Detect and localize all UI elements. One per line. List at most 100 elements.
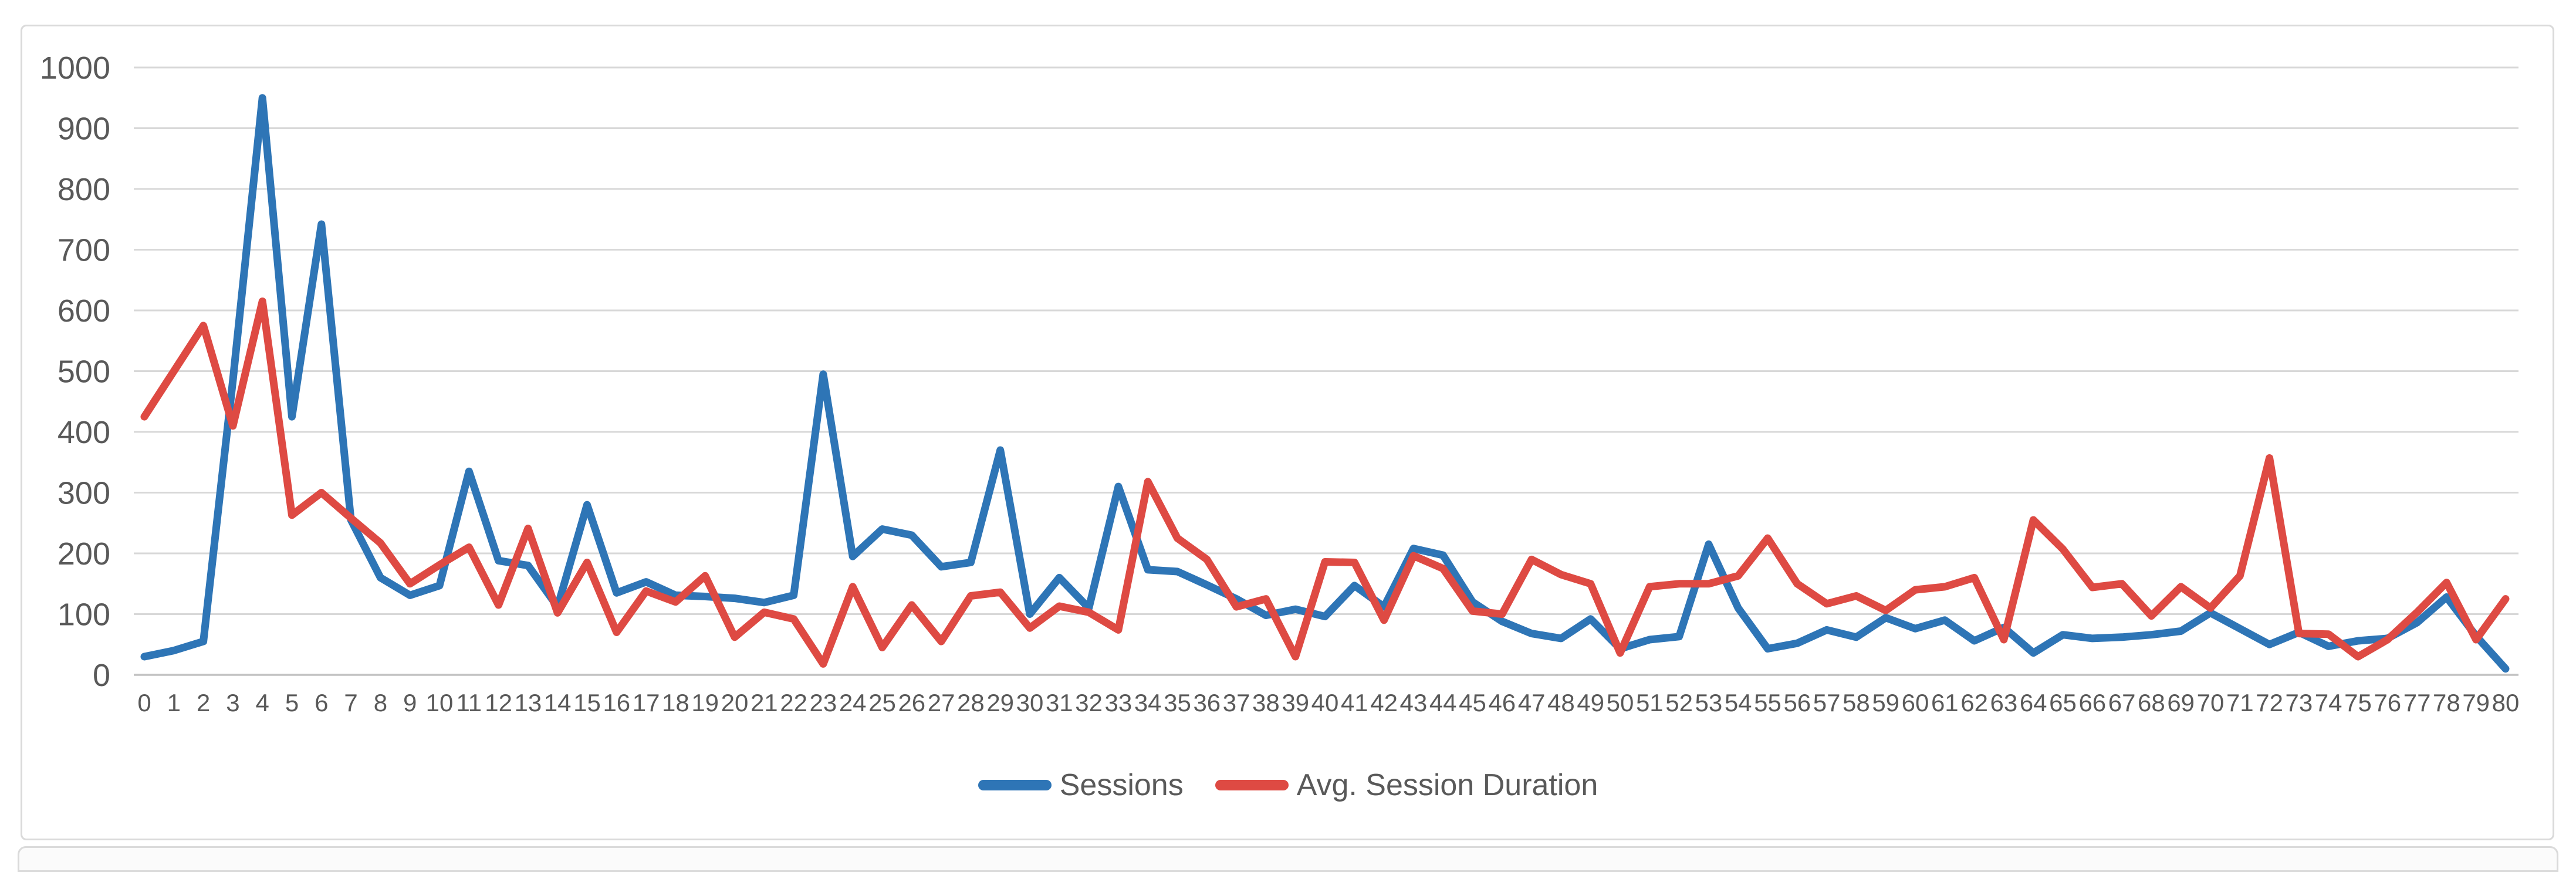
avg-session-duration-line[interactable] [140, 298, 2510, 668]
chart-legend: Sessions Avg. Session Duration [0, 765, 2576, 805]
x-tick-label: 66 [2078, 689, 2106, 716]
x-tick-label: 33 [1105, 689, 1133, 716]
y-tick-label: 0 [93, 658, 110, 693]
x-tick-label: 12 [485, 689, 512, 716]
x-tick-label: 26 [898, 689, 925, 716]
y-tick-label: 500 [58, 354, 110, 390]
x-tick-label: 41 [1341, 689, 1368, 716]
x-tick-label: 37 [1223, 689, 1250, 716]
x-tick-label: 59 [1872, 689, 1899, 716]
x-tick-label: 53 [1695, 689, 1723, 716]
x-tick-label: 43 [1400, 689, 1428, 716]
x-tick-label: 4 [256, 689, 269, 716]
x-tick-label: 70 [2197, 689, 2225, 716]
x-tick-label: 64 [2020, 689, 2047, 716]
y-tick-label: 100 [58, 597, 110, 633]
y-tick-label: 1000 [40, 50, 110, 86]
x-tick-label: 8 [374, 689, 387, 716]
x-tick-label: 65 [2049, 689, 2077, 716]
x-tick-label: 77 [2403, 689, 2431, 716]
x-tick-label: 35 [1164, 689, 1191, 716]
y-tick-label: 400 [58, 415, 110, 450]
x-tick-label: 18 [662, 689, 689, 716]
x-tick-label: 63 [1990, 689, 2018, 716]
x-tick-label: 31 [1046, 689, 1073, 716]
y-tick-label: 200 [58, 536, 110, 572]
x-tick-label: 24 [839, 689, 867, 716]
x-tick-label: 7 [344, 689, 357, 716]
x-tick-label: 75 [2344, 689, 2372, 716]
x-tick-label: 80 [2492, 689, 2520, 716]
x-tick-label: 36 [1193, 689, 1221, 716]
x-tick-label: 55 [1754, 689, 1781, 716]
x-tick-label: 17 [633, 689, 660, 716]
x-tick-label: 32 [1075, 689, 1103, 716]
y-tick-label: 300 [58, 476, 110, 511]
x-tick-label: 68 [2138, 689, 2165, 716]
x-tick-label: 48 [1547, 689, 1575, 716]
x-tick-label: 50 [1607, 689, 1634, 716]
x-tick-label: 2 [197, 689, 210, 716]
x-tick-label: 56 [1783, 689, 1811, 716]
x-tick-label: 79 [2462, 689, 2490, 716]
x-tick-label: 11 [456, 689, 482, 716]
x-tick-label: 61 [1931, 689, 1959, 716]
x-tick-label: 22 [780, 689, 807, 716]
x-tick-label: 73 [2286, 689, 2313, 716]
x-tick-label: 3 [226, 689, 239, 716]
x-tick-label: 49 [1577, 689, 1604, 716]
x-tick-label: 23 [810, 689, 837, 716]
x-tick-label: 54 [1725, 689, 1752, 716]
x-tick-label: 20 [721, 689, 749, 716]
y-tick-label: 800 [58, 172, 110, 207]
x-tick-label: 9 [403, 689, 417, 716]
x-tick-label: 57 [1813, 689, 1841, 716]
x-tick-label: 46 [1488, 689, 1516, 716]
x-tick-label: 25 [868, 689, 896, 716]
y-tick-label: 700 [58, 233, 110, 268]
x-tick-label: 42 [1370, 689, 1398, 716]
x-tick-label: 69 [2167, 689, 2195, 716]
x-tick-label: 27 [928, 689, 955, 716]
x-tick-label: 38 [1252, 689, 1280, 716]
x-tick-label: 29 [986, 689, 1014, 716]
x-tick-label: 39 [1282, 689, 1309, 716]
legend-item-sessions[interactable]: Sessions [978, 768, 1184, 803]
x-tick-label: 1 [167, 689, 181, 716]
x-tick-label: 16 [603, 689, 630, 716]
x-tick-label: 71 [2226, 689, 2254, 716]
legend-item-avg-session-duration[interactable]: Avg. Session Duration [1215, 768, 1598, 803]
avg-session-duration-line-swatch [1215, 780, 1289, 790]
x-tick-label: 62 [1960, 689, 1988, 716]
x-tick-label: 78 [2433, 689, 2460, 716]
next-object-top-edge [18, 846, 2558, 872]
legend-label-avg-session-duration: Avg. Session Duration [1296, 768, 1598, 802]
x-tick-label: 44 [1429, 689, 1457, 716]
x-tick-label: 13 [515, 689, 542, 716]
sessions-line-swatch [978, 780, 1052, 790]
x-tick-label: 52 [1665, 689, 1693, 716]
y-tick-label: 600 [58, 293, 110, 329]
x-tick-label: 28 [957, 689, 985, 716]
x-tick-label: 76 [2374, 689, 2401, 716]
x-tick-label: 51 [1636, 689, 1664, 716]
x-tick-label: 67 [2108, 689, 2136, 716]
x-tick-label: 30 [1016, 689, 1044, 716]
x-tick-label: 21 [751, 689, 778, 716]
x-tick-label: 14 [544, 689, 572, 716]
x-tick-label: 45 [1459, 689, 1486, 716]
x-tick-label: 40 [1311, 689, 1339, 716]
x-tick-label: 15 [573, 689, 601, 716]
x-tick-label: 19 [691, 689, 719, 716]
x-tick-label: 10 [426, 689, 454, 716]
x-tick-label: 58 [1843, 689, 1870, 716]
x-tick-label: 6 [315, 689, 328, 716]
y-tick-label: 900 [58, 111, 110, 147]
x-tick-label: 0 [137, 689, 151, 716]
x-tick-label: 47 [1518, 689, 1546, 716]
legend-label-sessions: Sessions [1059, 768, 1184, 802]
sessions-line[interactable] [140, 94, 2510, 673]
x-tick-label: 72 [2256, 689, 2283, 716]
x-tick-label: 60 [1902, 689, 1929, 716]
